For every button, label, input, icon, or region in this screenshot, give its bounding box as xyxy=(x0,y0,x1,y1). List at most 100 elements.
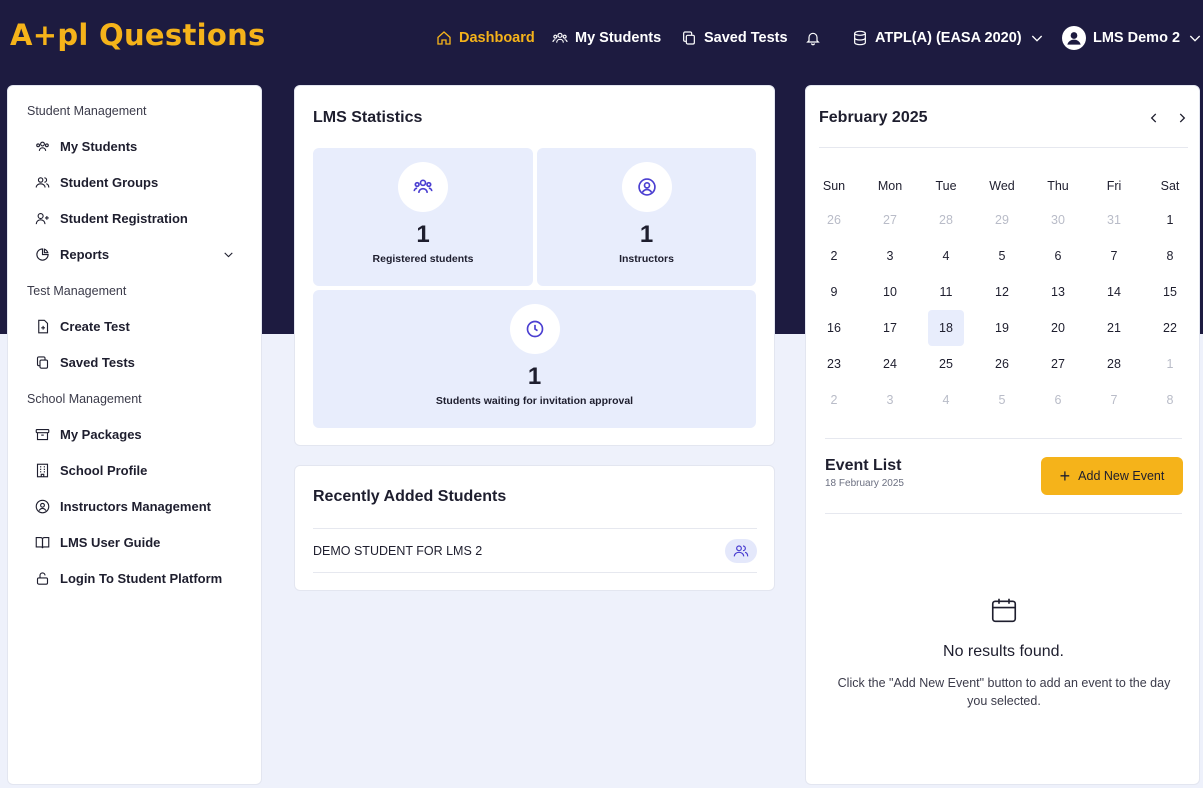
stat-icon-circle xyxy=(398,162,448,212)
calendar-day[interactable]: 8 xyxy=(1142,382,1198,418)
weekday-label: Sat xyxy=(1160,179,1180,193)
calendar-day[interactable]: 25 xyxy=(918,346,974,382)
users-icon xyxy=(552,32,568,43)
sidebar-item-my-packages[interactable]: My Packages xyxy=(27,416,245,452)
unlock-icon xyxy=(36,571,49,585)
calendar-day[interactable]: 28 xyxy=(1086,346,1142,382)
calendar-day-number: 5 xyxy=(998,393,1006,407)
stat-registered-students[interactable]: 1 Registered students xyxy=(313,148,533,286)
calendar-day[interactable]: 17 xyxy=(862,310,918,346)
plus-icon: + xyxy=(1059,466,1071,486)
calendar-day[interactable]: 21 xyxy=(1086,310,1142,346)
calendar-day[interactable]: 13 xyxy=(1030,274,1086,310)
sidebar-item-label: Student Groups xyxy=(60,174,159,190)
sidebar-item-instructors-management[interactable]: Instructors Management xyxy=(27,488,245,524)
calendar-day[interactable]: 3 xyxy=(862,382,918,418)
calendar-day[interactable]: 1 xyxy=(1142,202,1198,238)
sidebar-item-saved-tests[interactable]: Saved Tests xyxy=(27,344,245,380)
calendar-day[interactable]: 26 xyxy=(806,202,862,238)
calendar-month: February 2025 xyxy=(819,109,928,126)
calendar-day[interactable]: 11 xyxy=(918,274,974,310)
calendar-day-number: 26 xyxy=(827,213,841,227)
calendar-day[interactable]: 19 xyxy=(974,310,1030,346)
next-month-button[interactable] xyxy=(1175,111,1189,125)
view-student-button[interactable] xyxy=(725,538,757,563)
nav-saved-tests[interactable]: Saved Tests xyxy=(681,0,788,75)
calendar-day[interactable]: 3 xyxy=(862,238,918,274)
user-avatar-icon xyxy=(1067,31,1081,45)
sidebar-item-reports[interactable]: Reports xyxy=(27,236,245,272)
calendar-day[interactable]: 24 xyxy=(862,346,918,382)
calendar-day[interactable]: 5 xyxy=(974,382,1030,418)
sidebar-item-my-students[interactable]: My Students xyxy=(27,128,245,164)
calendar-day[interactable]: 20 xyxy=(1030,310,1086,346)
calendar-day[interactable]: 4 xyxy=(918,382,974,418)
add-new-event-button[interactable]: + Add New Event xyxy=(1041,457,1183,495)
sidebar-item-label: Reports xyxy=(60,246,110,262)
calendar-day[interactable]: 29 xyxy=(974,202,1030,238)
calendar-day-number: 9 xyxy=(830,285,838,299)
sidebar-item-student-registration[interactable]: Student Registration xyxy=(27,200,245,236)
app-logo[interactable]: A+pl Questions xyxy=(10,18,266,52)
stat-instructors[interactable]: 1 Instructors xyxy=(537,148,756,286)
calendar-day-number: 8 xyxy=(1166,249,1174,263)
sidebar-item-lms-user-guide[interactable]: LMS User Guide xyxy=(27,524,245,560)
calendar-day[interactable]: 2 xyxy=(806,238,862,274)
package-selector[interactable]: ATPL(A) (EASA 2020) xyxy=(852,0,1045,75)
archive-icon xyxy=(35,428,50,440)
user-circle-icon xyxy=(35,499,50,513)
calendar-day[interactable]: 7 xyxy=(1086,238,1142,274)
calendar-day[interactable]: 5 xyxy=(974,238,1030,274)
calendar-day[interactable]: 14 xyxy=(1086,274,1142,310)
sidebar-item-login-student-platform[interactable]: Login To Student Platform xyxy=(27,560,245,596)
calendar-day[interactable]: 15 xyxy=(1142,274,1198,310)
calendar-day-number: 6 xyxy=(1054,249,1062,263)
calendar-day[interactable]: 9 xyxy=(806,274,862,310)
nav-dashboard-label: Dashboard xyxy=(459,29,535,46)
prev-month-button[interactable] xyxy=(1147,111,1161,125)
calendar-day[interactable]: 2 xyxy=(806,382,862,418)
nav-my-students[interactable]: My Students xyxy=(552,0,661,75)
calendar-day-number: 16 xyxy=(827,321,841,335)
calendar-day[interactable]: 4 xyxy=(918,238,974,274)
copy-icon xyxy=(683,30,695,45)
empty-state-title: No results found. xyxy=(943,643,1064,660)
calendar-day[interactable]: 22 xyxy=(1142,310,1198,346)
calendar-day[interactable]: 30 xyxy=(1030,202,1086,238)
user-menu[interactable]: LMS Demo 2 xyxy=(1062,0,1203,75)
divider xyxy=(819,147,1188,148)
list-item[interactable]: DEMO STUDENT FOR LMS 2 xyxy=(313,528,757,573)
calendar-day[interactable]: 27 xyxy=(1030,346,1086,382)
sidebar-item-student-groups[interactable]: Student Groups xyxy=(27,164,245,200)
calendar-day[interactable]: 27 xyxy=(862,202,918,238)
add-new-event-label: Add New Event xyxy=(1078,469,1165,483)
calendar-day[interactable]: 26 xyxy=(974,346,1030,382)
group-icon xyxy=(733,544,749,556)
calendar-day[interactable]: 6 xyxy=(1030,382,1086,418)
sidebar-item-create-test[interactable]: Create Test xyxy=(27,308,245,344)
sidebar-section-title: School Management xyxy=(27,392,142,406)
chevron-down-icon[interactable] xyxy=(222,248,235,261)
calendar-day-number: 15 xyxy=(1163,285,1177,299)
calendar-day[interactable]: 28 xyxy=(918,202,974,238)
sidebar-item-label: LMS User Guide xyxy=(60,534,161,550)
calendar-day[interactable]: 1 xyxy=(1142,346,1198,382)
sidebar-item-school-profile[interactable]: School Profile xyxy=(27,452,245,488)
calendar-day[interactable]: 31 xyxy=(1086,202,1142,238)
calendar-day[interactable]: 7 xyxy=(1086,382,1142,418)
calendar-day[interactable]: 6 xyxy=(1030,238,1086,274)
sidebar: Student Management My Students Student G… xyxy=(7,85,262,785)
calendar-day[interactable]: 8 xyxy=(1142,238,1198,274)
calendar-day-number: 3 xyxy=(886,249,894,263)
sidebar-section-school-management: School Management My Packages School Pro… xyxy=(27,392,261,596)
nav-dashboard[interactable]: Dashboard xyxy=(436,0,535,75)
calendar-day[interactable]: 12 xyxy=(974,274,1030,310)
calendar-day[interactable]: 10 xyxy=(862,274,918,310)
stat-waiting-approval[interactable]: 1 Students waiting for invitation approv… xyxy=(313,290,756,428)
calendar-day[interactable]: 23 xyxy=(806,346,862,382)
stat-label: Instructors xyxy=(619,253,674,265)
calendar-day[interactable]: 18 xyxy=(918,310,974,346)
calendar-day[interactable]: 16 xyxy=(806,310,862,346)
calendar-day-number: 28 xyxy=(939,213,953,227)
notifications-button[interactable] xyxy=(805,0,821,75)
